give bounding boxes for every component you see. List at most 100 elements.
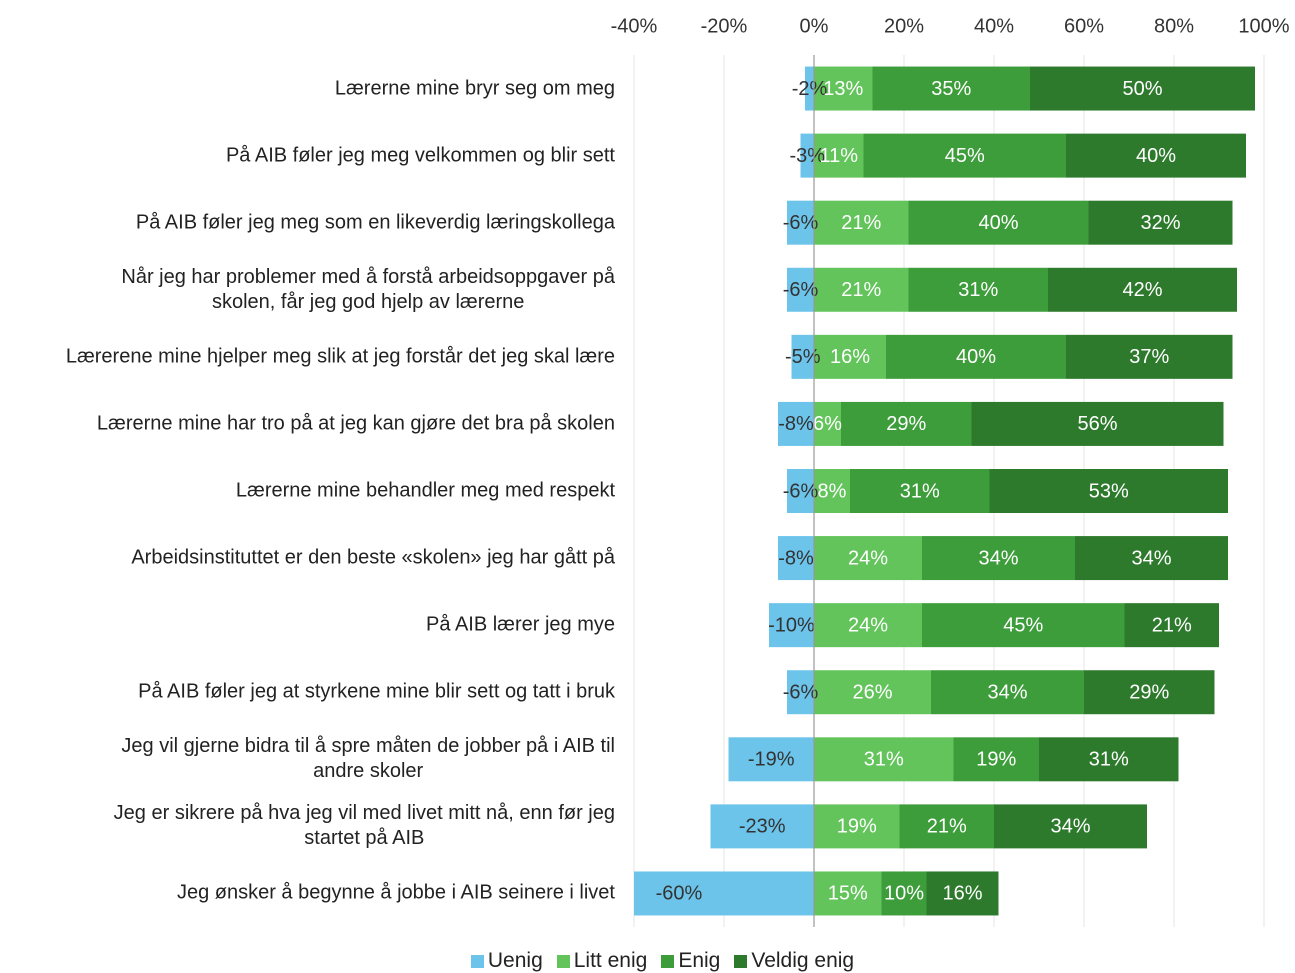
- bar-segment: [787, 469, 814, 513]
- bar-segment: [778, 401, 814, 446]
- category-label: Lærerene mine hjelper meg slik at jeg fo…: [66, 344, 615, 369]
- bar-segment: [1075, 536, 1228, 581]
- data-label: -10%: [768, 614, 815, 636]
- bar-segment: [1066, 334, 1233, 379]
- data-label: 31%: [900, 480, 940, 502]
- bar-segment: [787, 670, 814, 715]
- bar-segment: [800, 133, 814, 178]
- bar-segment: [863, 133, 1066, 178]
- bar-segment: [1088, 200, 1233, 245]
- legend-item: Litt enig: [556, 949, 648, 973]
- bar-segment: [634, 871, 814, 916]
- bar-segment: [814, 469, 850, 513]
- bar-segment: [814, 66, 873, 111]
- x-tick-label: 100%: [1238, 15, 1289, 37]
- bar-segment: [899, 804, 994, 849]
- bar-segment: [814, 670, 931, 715]
- x-tick-label: 0%: [800, 15, 829, 37]
- bar-segment: [814, 804, 900, 849]
- category-label: På AIB føler jeg meg velkommen og blir s…: [226, 143, 615, 168]
- data-label: 50%: [1122, 78, 1162, 100]
- data-label: 21%: [927, 816, 967, 838]
- x-tick-label: 80%: [1154, 15, 1194, 37]
- data-label: 26%: [852, 682, 892, 704]
- data-label: -8%: [778, 413, 814, 435]
- category-text: På AIB føler jeg meg velkommen og blir s…: [225, 144, 615, 167]
- bar-segment: [710, 804, 814, 849]
- data-label: 35%: [931, 78, 971, 100]
- bar-segment: [922, 603, 1125, 648]
- data-label: 10%: [884, 883, 924, 905]
- category-text: Arbeidsinstituttet er den beste «skolen»…: [131, 546, 615, 569]
- category-text: Lærerne mine har tro på at jeg kan gjøre…: [96, 412, 615, 435]
- bar-segment: [908, 267, 1048, 312]
- legend-label: Veldig enig: [751, 949, 855, 972]
- data-label: 34%: [978, 547, 1018, 569]
- data-label: -23%: [739, 816, 786, 838]
- x-tick-label: 20%: [884, 15, 924, 37]
- bar-segment: [814, 737, 954, 782]
- category-text: På AIB føler jeg meg som en likeverdig l…: [135, 211, 615, 234]
- data-label: 16%: [942, 883, 982, 905]
- legend-item: Enig: [661, 949, 720, 973]
- data-label: 24%: [848, 614, 888, 636]
- data-label: 11%: [819, 145, 858, 167]
- data-label: 21%: [1152, 614, 1192, 636]
- data-label: -5%: [785, 346, 821, 368]
- data-label: -60%: [656, 883, 703, 905]
- bar-segment: [908, 200, 1089, 245]
- category-label: Jeg er sikrere på hva jeg vil med livet …: [114, 801, 615, 851]
- data-label: 34%: [1131, 547, 1171, 569]
- data-label: 6%: [813, 413, 842, 435]
- bar-segment: [814, 334, 886, 379]
- bar-segment: [1066, 133, 1246, 178]
- data-label: 19%: [837, 816, 877, 838]
- bar-segment: [989, 469, 1228, 513]
- category-text: Jeg vil gjerne bidra til å spre måten de…: [121, 735, 615, 783]
- bar-segment: [769, 603, 814, 648]
- data-label: 19%: [976, 749, 1016, 771]
- bar-segment: [922, 536, 1075, 581]
- bar-segment: [1048, 267, 1237, 312]
- bars: [634, 66, 1255, 916]
- x-tick-label: -20%: [701, 15, 748, 37]
- data-label: 34%: [987, 682, 1027, 704]
- bar-segment: [886, 334, 1066, 379]
- bar-segment: [1039, 737, 1179, 782]
- category-text: Lærerene mine hjelper meg slik at jeg fo…: [65, 345, 615, 368]
- bar-segment: [872, 66, 1030, 111]
- legend-swatch: [470, 954, 484, 968]
- legend-label: Litt enig: [573, 949, 648, 972]
- data-label: 56%: [1077, 413, 1117, 435]
- legend-swatch: [556, 954, 570, 968]
- category-label: På AIB lærer jeg mye: [426, 613, 615, 638]
- data-label: 29%: [1129, 682, 1169, 704]
- category-label: Når jeg har problemer med å forstå arbei…: [121, 265, 615, 315]
- category-text: Jeg ønsker å begynne å jobbe i AIB seine…: [176, 881, 615, 904]
- data-label: 21%: [841, 212, 881, 234]
- category-label: Lærerne mine bryr seg om meg: [335, 76, 615, 101]
- data-label: -3%: [789, 145, 825, 167]
- data-label: -6%: [783, 212, 819, 234]
- bar-segment: [814, 133, 864, 178]
- bar-segment: [814, 200, 909, 245]
- legend-swatch: [661, 954, 675, 968]
- bar-segment: [1124, 603, 1219, 648]
- data-label: 34%: [1050, 816, 1090, 838]
- data-label: 37%: [1129, 346, 1169, 368]
- data-label: 29%: [886, 413, 926, 435]
- bar-segment: [1084, 670, 1215, 715]
- data-label: 31%: [1089, 749, 1129, 771]
- data-label: 40%: [1136, 145, 1176, 167]
- data-label: -19%: [748, 749, 795, 771]
- bar-segment: [814, 871, 882, 916]
- bar-segment: [728, 737, 814, 782]
- data-label: 45%: [1003, 614, 1043, 636]
- category-text: Jeg er sikrere på hva jeg vil med livet …: [113, 802, 615, 850]
- bar-segment: [791, 334, 814, 379]
- bar-segment: [814, 536, 922, 581]
- bar-segment: [926, 871, 999, 916]
- data-label: 15%: [828, 883, 868, 905]
- data-label: -6%: [783, 480, 819, 502]
